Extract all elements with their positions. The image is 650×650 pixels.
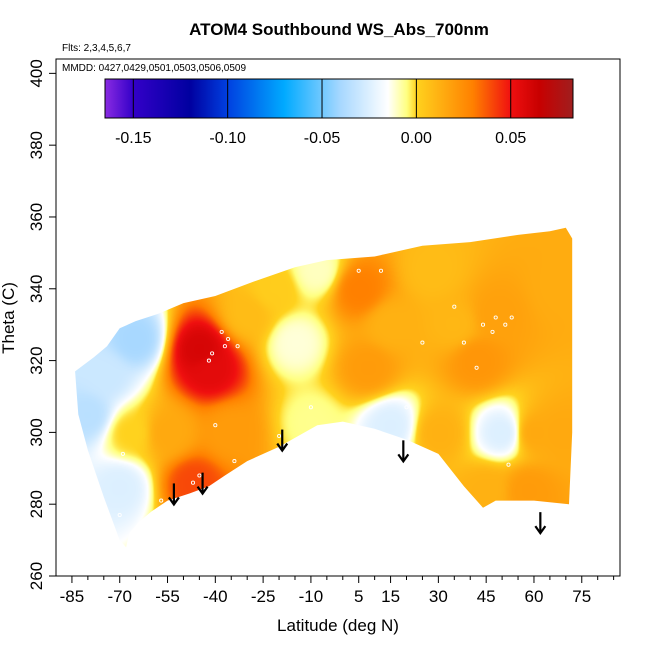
x-tick-label: -70 — [107, 587, 132, 606]
sample-point — [219, 329, 224, 334]
colorbar-tick-label: 0.00 — [401, 130, 432, 147]
x-tick-label: 15 — [381, 587, 400, 606]
arrow-markers — [168, 429, 547, 536]
colorbar: -0.15 -0.10 -0.05 0.00 0.05 — [104, 78, 574, 147]
sample-point — [222, 344, 227, 349]
sample-point — [452, 304, 457, 309]
sample-point — [245, 466, 250, 471]
sample-point — [474, 365, 479, 370]
down-arrow-marker — [168, 483, 180, 507]
x-tick-label: -85 — [60, 587, 85, 606]
sample-point — [503, 322, 508, 327]
y-tick-label: 400 — [27, 59, 46, 87]
sample-point — [480, 322, 486, 327]
colorbar-tick-label: 0.05 — [495, 130, 526, 147]
sample-point — [461, 340, 466, 345]
sample-point — [213, 423, 218, 428]
y-tick-label: 320 — [27, 346, 46, 374]
sample-point — [277, 433, 282, 439]
x-tick-label: 75 — [572, 587, 591, 606]
x-tick-label: -40 — [203, 587, 228, 606]
sample-point — [210, 351, 215, 356]
x-axis: -85 -70 -55 -40 -25 -10 5 15 30 45 60 75 — [60, 576, 615, 606]
x-tick-label: -25 — [251, 587, 276, 606]
y-axis: 260 280 300 320 340 360 380 400 — [27, 59, 56, 590]
sample-point — [117, 512, 122, 518]
x-tick-label: -55 — [155, 587, 180, 606]
sample-points — [117, 268, 514, 518]
sample-point — [493, 315, 498, 320]
sample-point — [197, 473, 202, 478]
sample-point — [159, 498, 164, 503]
sample-point — [356, 268, 361, 273]
sample-point — [190, 480, 196, 485]
sample-point — [206, 358, 211, 363]
sample-point — [404, 405, 409, 410]
x-axis-label: Latitude (deg N) — [277, 616, 399, 635]
sample-point — [436, 455, 441, 460]
sample-point — [506, 462, 511, 467]
y-tick-label: 380 — [27, 131, 46, 159]
x-tick-label: 45 — [477, 587, 496, 606]
down-arrow-marker — [276, 429, 289, 453]
x-tick-label: 30 — [429, 587, 448, 606]
y-tick-label: 340 — [27, 275, 46, 303]
colorbar-tick-label: -0.10 — [209, 130, 246, 147]
colorbar-gradient — [104, 78, 574, 119]
x-tick-label: 5 — [354, 587, 363, 606]
x-tick-label: 60 — [525, 587, 544, 606]
plot-frame — [55, 58, 621, 577]
down-arrow-marker — [534, 512, 547, 536]
y-axis-label: Theta (C) — [0, 282, 18, 354]
sample-point — [490, 329, 495, 334]
y-tick-label: 280 — [27, 490, 46, 518]
sample-point — [509, 315, 514, 320]
sample-point — [120, 451, 125, 456]
flights-label: Flts: 2,3,4,5,6,7 — [62, 43, 131, 54]
chart-title: ATOM4 Southbound WS_Abs_700nm — [189, 20, 489, 39]
y-tick-label: 360 — [27, 203, 46, 231]
y-tick-label: 260 — [27, 562, 46, 590]
sample-point — [226, 336, 231, 342]
sample-point — [378, 268, 384, 273]
sample-point — [232, 459, 237, 464]
sample-point — [315, 426, 320, 431]
sample-point — [420, 340, 425, 345]
y-tick-label: 300 — [27, 418, 46, 446]
sample-point — [308, 405, 313, 410]
sample-point — [235, 344, 240, 349]
sample-point — [334, 423, 339, 428]
down-arrow-marker — [397, 440, 410, 464]
x-tick-label: -10 — [299, 587, 324, 606]
colorbar-tick-label: -0.15 — [115, 130, 152, 147]
dates-label: MMDD: 0427,0429,0501,0503,0506,0509 — [62, 63, 246, 74]
down-arrow-marker — [196, 472, 209, 496]
colorbar-tick-label: -0.05 — [304, 130, 341, 147]
